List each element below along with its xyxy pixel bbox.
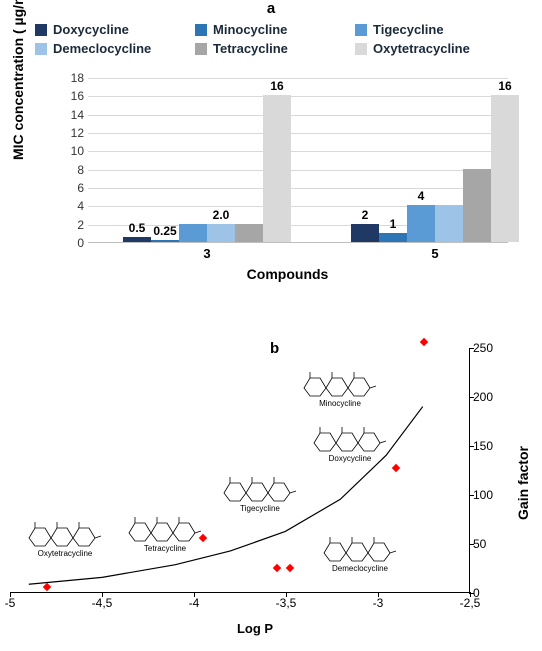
molecule-label: Minocycline (319, 399, 361, 408)
legend-item: Minocycline (195, 22, 355, 37)
x-axis-title: Compounds (247, 266, 329, 282)
y-tick-label: 50 (473, 537, 499, 551)
y-tick-label: 10 (60, 144, 84, 158)
gridline (88, 78, 508, 79)
x-tick-label: -3 (373, 596, 384, 610)
molecule-label: Doxycycline (329, 454, 372, 463)
molecule-structure: Demeclocycline (315, 533, 405, 573)
x-tick-label: -3,5 (276, 596, 297, 610)
legend-label: Tigecycline (373, 22, 444, 37)
plot-area: 0246810121416180.50.252.0163214165 (88, 78, 508, 243)
molecule-label: Tigecycline (240, 504, 280, 513)
bar: 1 (379, 233, 407, 242)
bar (235, 224, 263, 242)
x-axis-title-b: Log P (237, 621, 273, 636)
y-tick-label: 200 (473, 390, 499, 404)
bar: 16 (263, 95, 291, 242)
legend-item: Demeclocycline (35, 41, 195, 56)
bar-value-label: 0.5 (129, 221, 146, 235)
bar: 2.0 (207, 224, 235, 242)
x-category-label: 5 (431, 246, 438, 261)
x-category-label: 3 (203, 246, 210, 261)
bar (435, 205, 463, 242)
y-tick-label: 250 (473, 341, 499, 355)
molecule-label: Oxytetracycline (38, 549, 93, 558)
y-tick-label: 8 (60, 163, 84, 177)
bar-value-label: 16 (270, 79, 283, 93)
legend-label: Doxycycline (53, 22, 129, 37)
bar-chart: 0246810121416180.50.252.0163214165 Compo… (60, 78, 515, 263)
molecule-label: Demeclocycline (332, 564, 388, 573)
panel-a: a Doxycycline Minocycline Tigecycline Deme… (0, 0, 542, 305)
legend-label: Demeclocycline (53, 41, 151, 56)
molecule-structure: Tigecycline (215, 473, 305, 513)
molecule-structure: Oxytetracycline (20, 518, 110, 558)
bar: 4 (407, 205, 435, 242)
legend-swatch (35, 24, 47, 36)
legend: Doxycycline Minocycline Tigecycline Demecl… (35, 22, 515, 60)
bar: 2 (351, 224, 379, 242)
bar-value-label: 2 (362, 208, 369, 222)
plot-area-b: 050100150200250-5-4,5-4-3,5-3-2,5Oxytetr… (10, 348, 470, 593)
gridline (88, 151, 508, 152)
bar (463, 169, 491, 242)
y-axis-title-b: Gain factor (515, 446, 531, 520)
molecule-structure: Doxycycline (305, 423, 395, 463)
panel-b: b 050100150200250-5-4,5-4-3,5-3-2,5Oxyte… (0, 340, 542, 650)
scatter-chart: 050100150200250-5-4,5-4-3,5-3-2,5Oxytetr… (10, 348, 500, 618)
bar-value-label: 1 (390, 217, 397, 231)
molecule-structure: Minocycline (295, 368, 385, 408)
bar: 0.25 (151, 240, 179, 242)
molecule-structure: Tetracycline (120, 513, 210, 553)
legend-item: Oxytetracycline (355, 41, 515, 56)
x-tick-label: -4,5 (92, 596, 113, 610)
bar: 16 (491, 95, 519, 242)
gridline (88, 188, 508, 189)
x-tick-label: -2,5 (460, 596, 481, 610)
y-tick-label: 12 (60, 126, 84, 140)
y-tick-label: 14 (60, 108, 84, 122)
bar: 0.5 (123, 237, 151, 242)
legend-swatch (355, 43, 367, 55)
legend-swatch (195, 43, 207, 55)
bar (179, 224, 207, 242)
y-tick-label: 16 (60, 89, 84, 103)
legend-label: Oxytetracycline (373, 41, 470, 56)
x-tick-label: -4 (189, 596, 200, 610)
y-tick-label: 18 (60, 71, 84, 85)
bar-value-label: 0.25 (153, 224, 176, 238)
y-tick-label: 2 (60, 218, 84, 232)
legend-swatch (355, 24, 367, 36)
bar-value-label: 4 (418, 189, 425, 203)
data-point (420, 338, 428, 346)
gridline (88, 170, 508, 171)
molecule-label: Tetracycline (144, 544, 186, 553)
gridline (88, 96, 508, 97)
panel-a-label: a (267, 0, 275, 17)
gridline (88, 133, 508, 134)
legend-swatch (195, 24, 207, 36)
legend-item: Tetracycline (195, 41, 355, 56)
legend-item: Tigecycline (355, 22, 515, 37)
bar-value-label: 2.0 (213, 208, 230, 222)
legend-label: Tetracycline (213, 41, 288, 56)
gridline (88, 115, 508, 116)
y-tick-label: 0 (60, 236, 84, 250)
legend-swatch (35, 43, 47, 55)
bar-value-label: 16 (498, 79, 511, 93)
legend-label: Minocycline (213, 22, 287, 37)
y-tick-label: 6 (60, 181, 84, 195)
y-axis-title: MIC concentration ( µg/mL) (10, 0, 26, 160)
y-tick-label: 4 (60, 199, 84, 213)
legend-item: Doxycycline (35, 22, 195, 37)
y-tick-label: 150 (473, 439, 499, 453)
y-tick-label: 100 (473, 488, 499, 502)
x-tick-label: -5 (5, 596, 16, 610)
